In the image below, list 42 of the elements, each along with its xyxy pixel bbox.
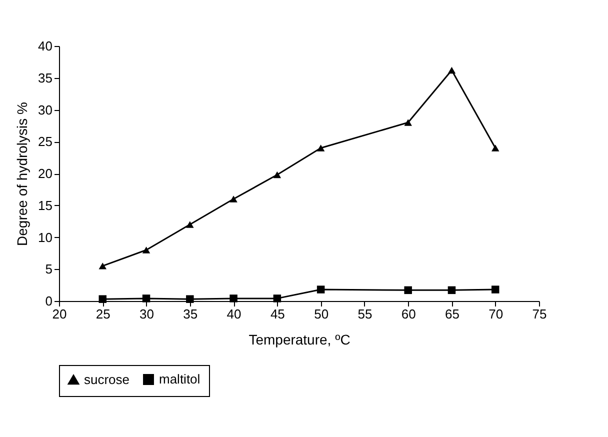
- y-tick-label: 10: [38, 230, 52, 245]
- point: [316, 144, 325, 152]
- x-tick-label: 45: [270, 306, 285, 322]
- y-tick-label: 40: [38, 38, 52, 54]
- y-tick-label: 30: [38, 102, 52, 118]
- y-tick-label: 15: [38, 198, 52, 213]
- x-tick-label: 75: [532, 306, 547, 322]
- y-tick-label: 35: [38, 70, 52, 86]
- x-axis-title: Temperature, ºC: [248, 332, 350, 348]
- x-tick-label: 40: [226, 306, 242, 322]
- point: [404, 119, 412, 126]
- point: [404, 286, 412, 294]
- point: [273, 171, 282, 178]
- point: [98, 262, 107, 270]
- point: [186, 295, 194, 303]
- x-tick-label: 55: [358, 306, 372, 322]
- point: [448, 66, 456, 74]
- point: [273, 294, 282, 302]
- point: [491, 144, 500, 152]
- legend-label: sucrose: [84, 372, 130, 387]
- y-tick-label: 20: [38, 166, 52, 181]
- point: [316, 286, 325, 294]
- x-tick-label: 65: [444, 306, 460, 322]
- point: [448, 286, 456, 294]
- point: [142, 246, 150, 254]
- legend-label: maltitol: [159, 372, 200, 387]
- point: [230, 196, 238, 202]
- point: [98, 295, 107, 303]
- point: [491, 286, 500, 294]
- x-tick-label: 30: [140, 306, 154, 322]
- y-tick-label: 0: [45, 294, 52, 308]
- x-tick-label: 25: [96, 306, 110, 322]
- x-tick-label: 50: [314, 306, 329, 322]
- y-tick-label: 25: [38, 134, 52, 150]
- x-tick-label: 35: [183, 306, 198, 322]
- y-tick-label: 5: [45, 262, 52, 277]
- y-axis-title: Degree of hydrolysis %: [14, 102, 30, 246]
- point: [230, 294, 238, 302]
- x-tick-label: 70: [488, 306, 504, 322]
- point: [142, 294, 150, 302]
- point: [186, 221, 194, 228]
- x-tick-label: 60: [401, 306, 416, 322]
